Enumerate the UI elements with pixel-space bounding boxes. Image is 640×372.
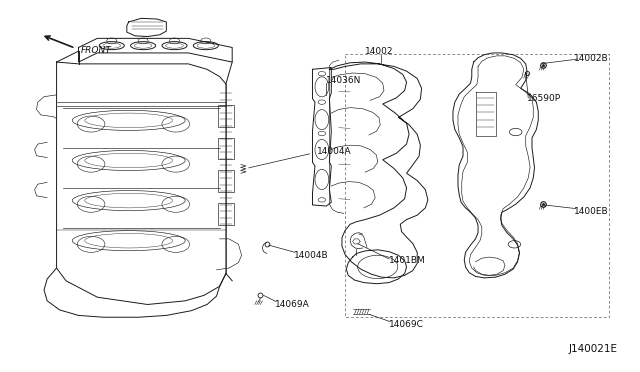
Text: 14036N: 14036N	[326, 76, 362, 85]
Text: J140021E: J140021E	[569, 344, 618, 355]
Text: 14069A: 14069A	[275, 300, 310, 309]
Text: 14004A: 14004A	[317, 147, 351, 156]
Text: 16590P: 16590P	[527, 94, 561, 103]
Text: 14069C: 14069C	[389, 320, 424, 329]
Text: 14002: 14002	[365, 46, 394, 55]
Text: 14004B: 14004B	[294, 251, 328, 260]
Text: FRONT: FRONT	[81, 46, 111, 55]
Text: 14002B: 14002B	[574, 54, 609, 63]
Text: 1400EB: 1400EB	[574, 207, 609, 216]
Text: 1401BM: 1401BM	[389, 256, 426, 265]
